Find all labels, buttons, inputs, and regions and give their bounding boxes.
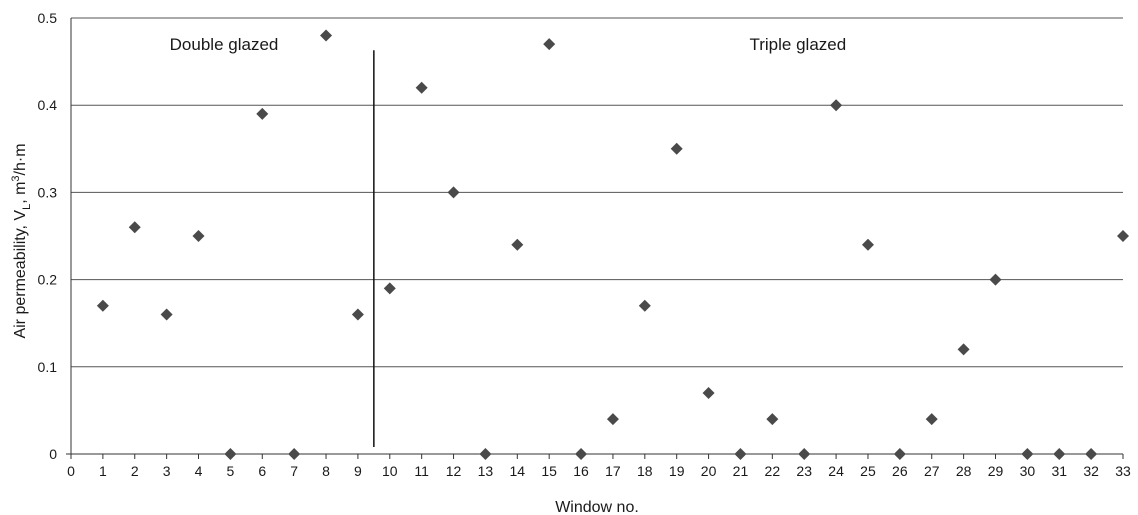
x-tick-label: 6: [258, 463, 266, 479]
data-point-marker: [670, 142, 683, 155]
group-label: Double glazed: [170, 35, 279, 54]
y-axis-title-superscript: 3: [10, 175, 22, 181]
y-axis-title-mid: , m: [12, 182, 29, 204]
y-tick-label: 0.3: [38, 184, 58, 200]
x-tick-label: 9: [354, 463, 362, 479]
y-axis-title-suffix: /h·m: [12, 143, 29, 175]
x-tick-label: 31: [1051, 463, 1067, 479]
data-point-marker: [575, 448, 588, 460]
x-tick-label: 33: [1115, 463, 1131, 479]
data-point-marker: [320, 29, 333, 42]
x-tick-label: 14: [510, 463, 526, 479]
data-point-marker: [606, 413, 619, 426]
data-point-marker: [511, 238, 524, 251]
x-tick-label: 2: [131, 463, 139, 479]
x-tick-label: 20: [701, 463, 717, 479]
y-axis-title-subscript: L: [21, 204, 33, 210]
data-point-marker: [989, 273, 1002, 286]
y-tick-label: 0: [49, 446, 57, 462]
x-tick-label: 1: [99, 463, 107, 479]
x-tick-label: 10: [382, 463, 398, 479]
data-point-marker: [766, 413, 779, 426]
data-point-marker: [192, 230, 205, 242]
annotations: Double glazed Triple glazed: [170, 35, 847, 54]
data-point-marker: [893, 448, 906, 460]
data-point-marker: [256, 107, 269, 120]
y-tick-label: 0.4: [38, 97, 58, 113]
tick-labels: 00.10.20.30.40.50 1 2 3 4 5 6 7 8 9 10 11 12 13 14 15 16…: [38, 10, 1131, 479]
x-tick-label: 19: [669, 463, 685, 479]
x-tick-label: 28: [956, 463, 972, 479]
x-tick-label: 18: [637, 463, 653, 479]
gridlines: [71, 17, 1123, 368]
y-axis-title: Air permeability, VL, m3/h·m: [10, 143, 33, 338]
x-axis-title: Window no.: [555, 499, 639, 515]
x-tick-label: 17: [605, 463, 621, 479]
y-tick-label: 0.5: [38, 10, 58, 26]
data-point-marker: [128, 221, 141, 234]
x-tick-label: 24: [828, 463, 844, 479]
x-tick-label: 7: [290, 463, 298, 479]
x-tick-label: 32: [1083, 463, 1099, 479]
data-point-marker: [830, 99, 843, 112]
x-tick-label: 0: [67, 463, 75, 479]
x-tick-label: 11: [414, 463, 429, 479]
axes: [66, 18, 1124, 459]
data-point-marker: [160, 308, 173, 321]
data-points: [96, 29, 1129, 460]
x-tick-label: 16: [573, 463, 589, 479]
x-tick-label: 13: [478, 463, 494, 479]
data-point-marker: [447, 186, 460, 199]
x-tick-label: 27: [924, 463, 940, 479]
y-tick-label: 0.1: [38, 359, 58, 375]
data-point-marker: [925, 413, 938, 426]
data-point-marker: [1117, 230, 1129, 242]
data-point-marker: [224, 448, 237, 460]
data-point-marker: [957, 343, 970, 356]
x-tick-label: 30: [1020, 463, 1036, 479]
data-point-marker: [734, 448, 747, 460]
x-tick-label: 22: [765, 463, 781, 479]
x-tick-label: 12: [446, 463, 462, 479]
data-point-marker: [543, 38, 556, 51]
x-tick-label: 15: [541, 463, 557, 479]
data-point-marker: [288, 448, 301, 460]
data-point-marker: [383, 282, 396, 295]
x-tick-label: 21: [733, 463, 749, 479]
data-point-marker: [861, 238, 874, 251]
y-tick-label: 0.2: [38, 272, 58, 288]
x-tick-label: 23: [796, 463, 812, 479]
group-label: Triple glazed: [749, 35, 846, 54]
data-point-marker: [479, 448, 492, 460]
x-tick-label: 4: [195, 463, 203, 479]
data-point-marker: [1085, 448, 1098, 460]
x-tick-label: 29: [988, 463, 1004, 479]
data-point-marker: [1053, 448, 1066, 460]
x-tick-label: 26: [892, 463, 908, 479]
x-tick-label: 3: [163, 463, 171, 479]
y-axis-title-prefix: Air permeability, V: [12, 210, 29, 339]
data-point-marker: [96, 299, 109, 312]
data-point-marker: [638, 299, 651, 312]
data-point-marker: [702, 386, 715, 399]
x-tick-label: 5: [226, 463, 234, 479]
data-point-marker: [351, 308, 364, 321]
data-point-marker: [1021, 448, 1034, 460]
data-point-marker: [415, 81, 428, 94]
x-tick-label: 25: [860, 463, 876, 479]
x-tick-label: 8: [322, 463, 330, 479]
data-point-marker: [798, 448, 811, 460]
